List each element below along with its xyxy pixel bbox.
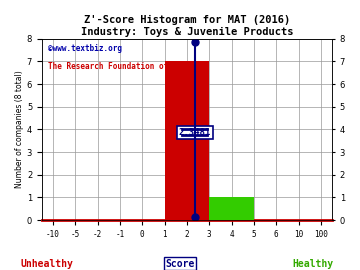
Bar (165, 62, 209, 220)
Text: Healthy: Healthy (293, 259, 334, 269)
Text: Unhealthy: Unhealthy (21, 259, 73, 269)
Text: The Research Foundation of SUNY: The Research Foundation of SUNY (48, 62, 191, 71)
Text: 2.3481: 2.3481 (179, 128, 211, 137)
Title: Z'-Score Histogram for MAT (2016)
Industry: Toys & Juvenile Products: Z'-Score Histogram for MAT (2016) Indust… (81, 15, 293, 37)
Text: ©www.textbiz.org: ©www.textbiz.org (48, 44, 122, 53)
Y-axis label: Number of companies (8 total): Number of companies (8 total) (15, 70, 24, 188)
Text: Score: Score (165, 259, 195, 269)
Bar (209, 197, 254, 220)
